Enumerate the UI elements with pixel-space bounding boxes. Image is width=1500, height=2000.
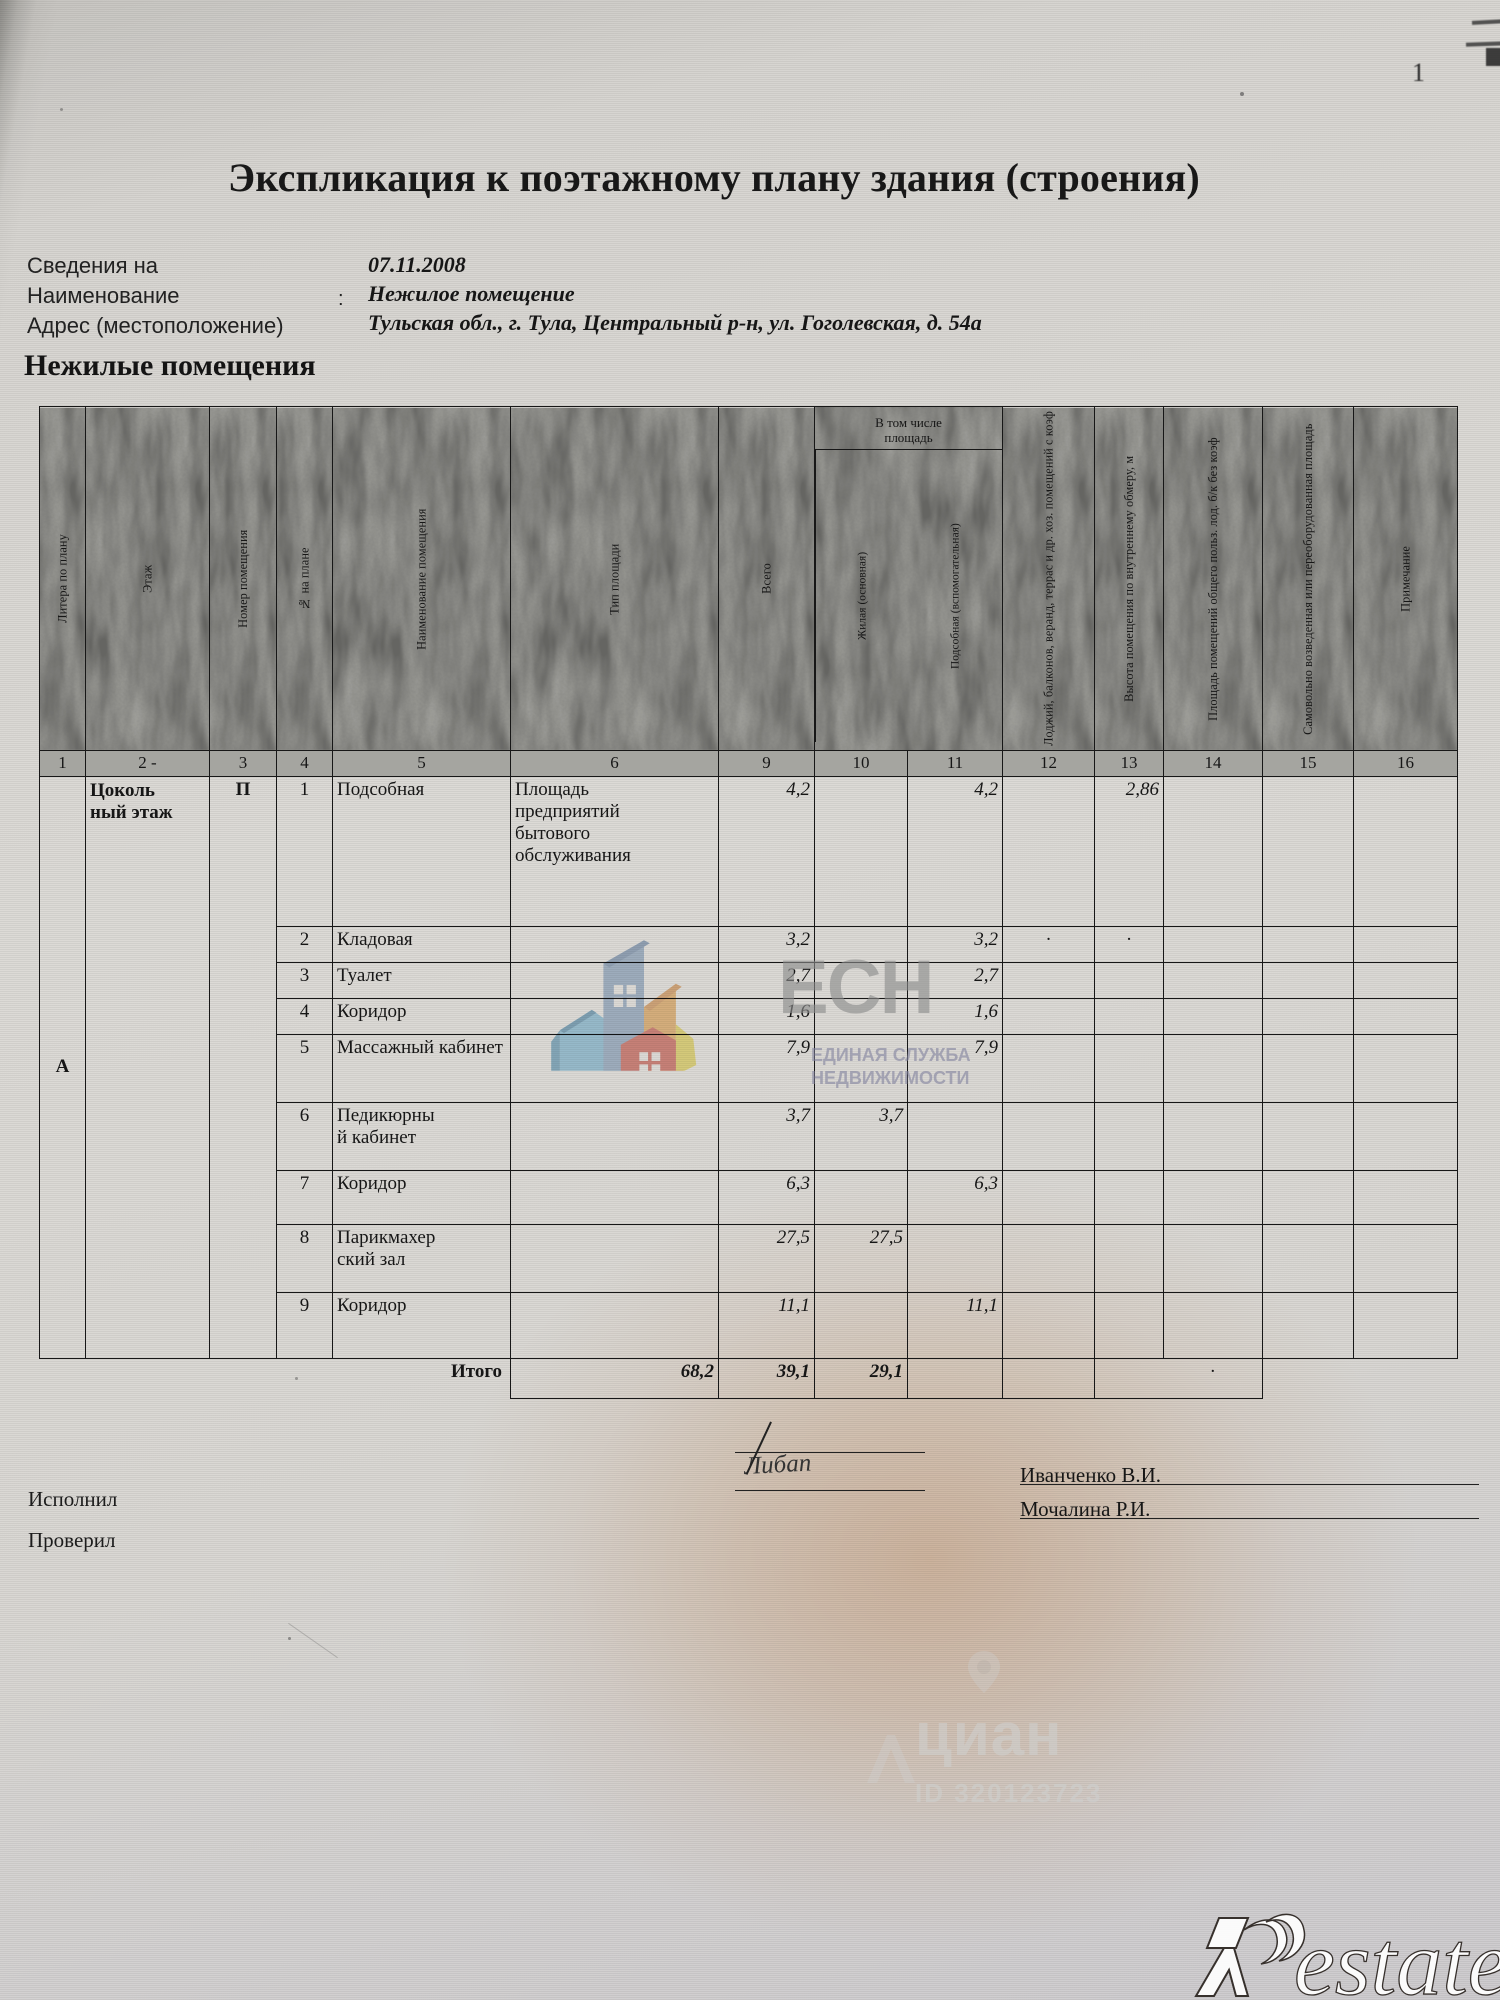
svg-text:estate: estate (1294, 1912, 1500, 2000)
